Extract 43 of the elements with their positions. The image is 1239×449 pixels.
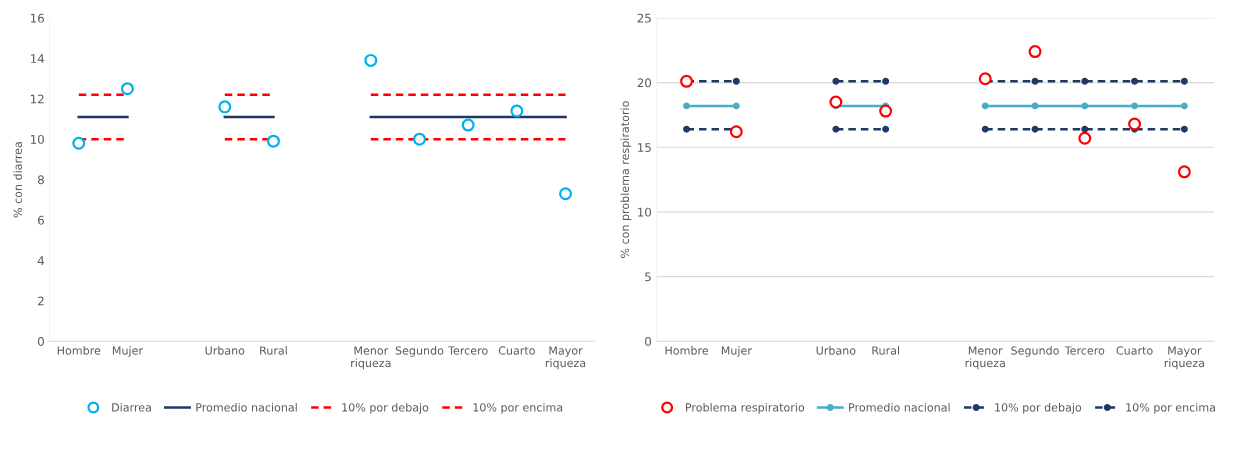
legend-label: Promedio nacional xyxy=(849,402,950,412)
legend-label: Promedio nacional xyxy=(196,402,297,412)
x-tick-label: Tercero xyxy=(1064,346,1105,355)
y-tick-label: 15 xyxy=(638,143,651,152)
x-tick-label: Hombre xyxy=(665,346,709,355)
x-tick-label: Rural xyxy=(260,346,287,355)
x-tick-label: Menor riqueza xyxy=(965,346,1005,370)
x-tick-label: Mayor riqueza xyxy=(545,346,586,370)
x-tick-label: Mujer xyxy=(721,346,752,357)
y-tick-label: 0 xyxy=(645,336,652,346)
x-tick-label: Hombre xyxy=(57,346,101,355)
y-tick-label: 5 xyxy=(645,272,651,282)
x-tick-label: Segundo xyxy=(1011,346,1059,357)
x-tick-label: Urbano xyxy=(816,346,856,355)
y-tick-label: 10 xyxy=(30,134,44,144)
y-tick-label: 25 xyxy=(637,13,651,23)
x-tick-label: Menor riqueza xyxy=(351,346,391,370)
x-tick-label: Urbano xyxy=(205,346,245,355)
x-tick-label: Cuarto xyxy=(498,346,535,355)
legend-label: Problema respiratorio xyxy=(686,402,805,414)
legend-label: 10% por debajo xyxy=(342,402,429,414)
x-tick-label: Mayor riqueza xyxy=(1164,346,1204,370)
legend-label: 10% por debajo xyxy=(995,402,1082,414)
y-tick-label: 2 xyxy=(38,296,44,306)
x-tick-label: Tercero xyxy=(448,346,488,355)
y-tick-label: 4 xyxy=(37,256,45,265)
legend-label: 10% por encima xyxy=(1126,402,1215,414)
x-tick-label: Cuarto xyxy=(1116,346,1153,355)
y-axis-title: % con problema respiratorio xyxy=(620,101,632,258)
y-tick-label: 16 xyxy=(30,13,44,23)
y-tick-label: 14 xyxy=(30,54,45,63)
y-tick-label: 10 xyxy=(638,207,652,217)
legend-label: 10% por encima xyxy=(473,402,563,414)
y-tick-label: 0 xyxy=(37,336,44,346)
x-tick-label: Rural xyxy=(872,346,899,355)
y-tick-label: 12 xyxy=(30,94,44,104)
x-tick-label: Segundo xyxy=(395,346,444,357)
x-tick-label: Mujer xyxy=(112,346,143,357)
legend-label: Diarrea xyxy=(112,402,151,412)
y-axis-title: % con diarrea xyxy=(13,142,22,218)
y-tick-label: 6 xyxy=(38,215,44,225)
y-tick-label: 20 xyxy=(637,78,652,88)
y-tick-label: 8 xyxy=(37,175,44,185)
